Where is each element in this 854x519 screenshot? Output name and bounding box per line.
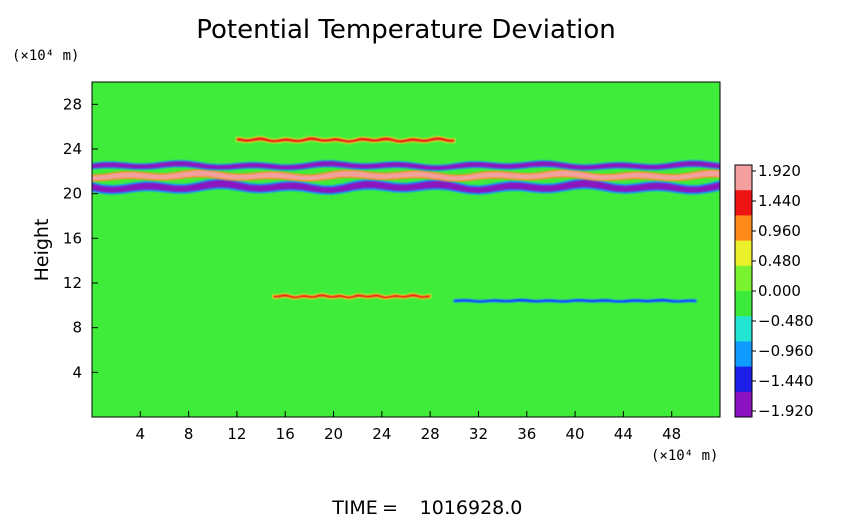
- colorbar-tick-label: −1.440: [758, 372, 814, 390]
- y-tick-label: 16: [63, 229, 82, 247]
- colorbar-swatch: [735, 272, 752, 279]
- colorbar-tick-label: 1.920: [758, 162, 801, 180]
- colorbar-swatch: [735, 354, 752, 361]
- colorbar-swatch: [735, 385, 752, 393]
- colorbar-swatch: [735, 372, 752, 380]
- x-tick-label: 20: [324, 425, 343, 443]
- x-tick-label: 32: [469, 425, 488, 443]
- plot-frame: [91, 81, 721, 418]
- colorbar-swatch: [735, 335, 752, 342]
- colorbar-swatch: [735, 183, 752, 191]
- colorbar-swatch: [735, 228, 752, 235]
- field-band: [92, 179, 720, 194]
- colorbar-swatch: [735, 215, 752, 223]
- field-band-halo: [92, 178, 720, 195]
- chart-title: Potential Temperature Deviation: [196, 15, 616, 45]
- colorbar-tick-label: 0.480: [758, 252, 801, 270]
- colorbar-tick-label: −1.920: [758, 402, 814, 420]
- x-tick-label: 24: [372, 425, 391, 443]
- colorbar-swatch: [735, 240, 752, 248]
- x-tick-label: 36: [517, 425, 536, 443]
- time-readout: TIME = 1016928.0: [331, 497, 522, 519]
- field-band: [92, 161, 720, 170]
- colorbar-swatch: [735, 366, 752, 374]
- y-tick-label: 28: [63, 95, 82, 113]
- x-tick-label: 28: [421, 425, 440, 443]
- colorbar-swatch: [735, 379, 752, 386]
- colorbar-tick-label: −0.480: [758, 312, 814, 330]
- time-value: 1016928.0: [420, 497, 523, 519]
- colorbar-swatch: [735, 202, 752, 210]
- colorbar-swatch: [735, 265, 752, 273]
- y-axis-label: Height: [31, 219, 53, 282]
- colorbar-swatch: [735, 391, 752, 399]
- colorbar-swatch: [735, 404, 752, 412]
- x-tick-label: 16: [276, 425, 295, 443]
- colorbar-swatch: [735, 398, 752, 405]
- colorbar-tick-label: 0.960: [758, 222, 801, 240]
- colorbar-swatch: [735, 165, 752, 172]
- colorbar-swatch: [735, 246, 752, 254]
- colorbar-swatch: [735, 341, 752, 349]
- colorbar: 1.920 1.440 0.960 0.480 0.000 −0.480 −0.960 −1.…: [734, 162, 814, 420]
- colorbar-tick-label: 1.440: [758, 192, 801, 210]
- y-unit-label: (×10⁴ m): [12, 48, 79, 64]
- y-tick-label: 8: [72, 319, 82, 337]
- colorbar-swatch: [735, 259, 752, 267]
- colorbar-swatch: [735, 278, 752, 286]
- x-tick-label: 8: [184, 425, 194, 443]
- colorbar-swatch: [735, 253, 752, 260]
- colorbar-swatch: [735, 410, 752, 418]
- colorbar-swatch: [735, 291, 752, 298]
- time-equals: =: [382, 497, 398, 519]
- plot-area: [91, 81, 721, 418]
- plot-background: [92, 82, 720, 417]
- x-tick-label: 48: [662, 425, 681, 443]
- colorbar-swatch: [735, 284, 752, 292]
- colorbar-swatch: [735, 347, 752, 355]
- colorbar-tick-label: 0.000: [758, 282, 801, 300]
- field-layer: [92, 136, 720, 304]
- colorbar-swatch: [735, 221, 752, 229]
- colorbar-tick-label: −0.960: [758, 342, 814, 360]
- colorbar-swatch: [735, 303, 752, 311]
- y-tick-label: 4: [72, 363, 82, 381]
- y-tick-label: 24: [63, 140, 82, 158]
- x-axis: 4 8 12 16 20 24 28 32 36 40 44 48: [136, 411, 681, 443]
- x-tick-label: 12: [227, 425, 246, 443]
- colorbar-swatch: [735, 177, 752, 185]
- field-band: [92, 170, 720, 181]
- colorbar-swatch: [735, 234, 752, 242]
- colorbar-swatch: [735, 171, 752, 179]
- colorbar-swatch: [735, 209, 752, 216]
- y-tick-label: 12: [63, 274, 82, 292]
- field-band: [236, 137, 455, 143]
- x-tick-label: 4: [136, 425, 146, 443]
- colorbar-swatch: [735, 190, 752, 197]
- colorbar-swatch: [735, 322, 752, 330]
- field-band: [273, 294, 431, 299]
- colorbar-swatch: [735, 328, 752, 336]
- y-axis: 4 8 12 16 20 24 28: [63, 95, 98, 381]
- colorbar-swatch: [735, 316, 752, 323]
- colorbar-swatch: [735, 297, 752, 305]
- x-unit-label: (×10⁴ m): [651, 448, 718, 464]
- colorbar-swatch: [735, 309, 752, 317]
- field-band: [454, 299, 696, 303]
- colorbar-swatch: [735, 360, 752, 368]
- x-tick-label: 44: [614, 425, 633, 443]
- colorbar-swatch: [735, 196, 752, 204]
- x-tick-label: 40: [566, 425, 585, 443]
- time-label: TIME: [331, 497, 378, 519]
- y-tick-label: 20: [63, 185, 82, 203]
